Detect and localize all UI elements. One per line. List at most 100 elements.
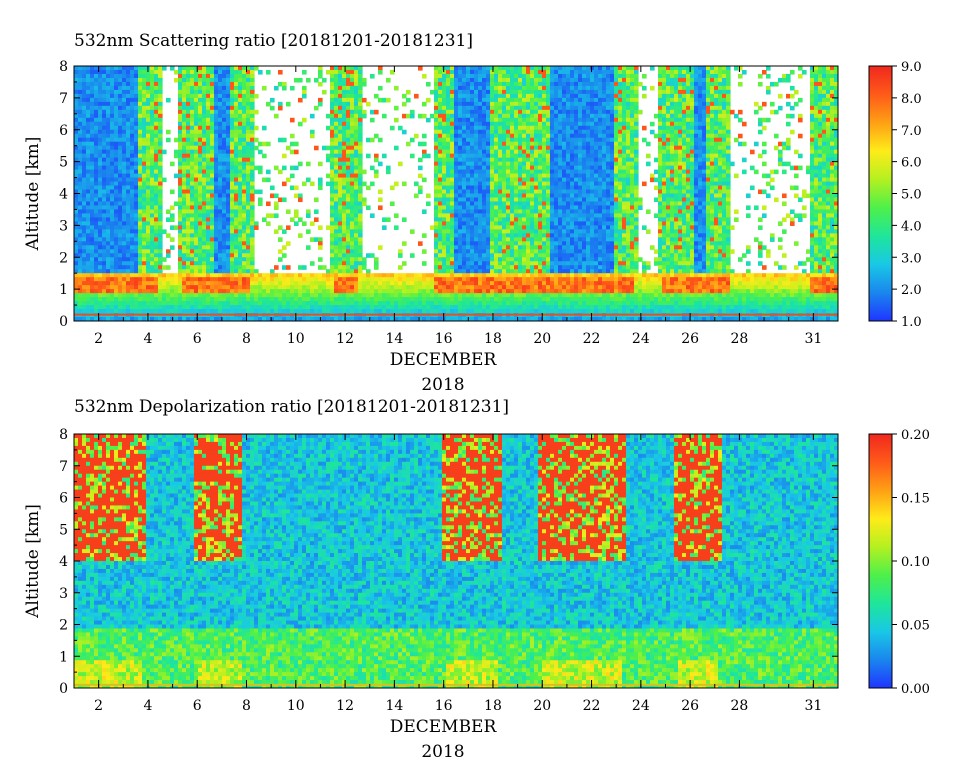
heatmap-cell (478, 237, 483, 242)
heatmap-cell (474, 89, 479, 95)
heatmap-cell (78, 105, 83, 111)
heatmap-cell (310, 273, 315, 278)
heatmap-cell (250, 66, 255, 71)
heatmap-cell (226, 161, 231, 167)
heatmap-cell (470, 197, 475, 203)
heatmap-cell (142, 141, 147, 147)
heatmap-cell (142, 209, 147, 215)
heatmap-cell (154, 209, 159, 215)
heatmap-cell (90, 209, 95, 215)
heatmap-cell (354, 201, 359, 207)
heatmap-cell (254, 277, 259, 282)
heatmap-cell (78, 137, 83, 143)
heatmap-cell (150, 237, 155, 242)
heatmap-cell (186, 297, 191, 302)
heatmap-cell (238, 93, 243, 99)
heatmap-cell (202, 257, 207, 262)
heatmap-cell (86, 261, 91, 266)
heatmap-cell (226, 97, 231, 103)
heatmap-cell (206, 85, 211, 91)
heatmap-cell (386, 289, 391, 294)
heatmap-cell (450, 121, 455, 127)
heatmap-cell (310, 281, 315, 286)
heatmap-cell (74, 173, 79, 179)
heatmap-cell (478, 66, 483, 71)
heatmap-cell (118, 125, 123, 131)
heatmap-cell (114, 233, 119, 238)
heatmap-cell (378, 293, 383, 298)
heatmap-cell (242, 221, 247, 226)
heatmap-cell (94, 277, 99, 282)
heatmap-cell (470, 77, 475, 83)
heatmap-cell (146, 241, 151, 246)
heatmap-cell (242, 181, 247, 187)
heatmap-cell (426, 301, 431, 306)
heatmap-cell (166, 281, 171, 286)
heatmap-cell (110, 269, 115, 274)
heatmap-cell (150, 77, 155, 83)
heatmap-cell (246, 153, 251, 159)
heatmap-cell (170, 66, 175, 71)
heatmap-cell (446, 113, 451, 119)
heatmap-cell (222, 153, 227, 159)
heatmap-cell (274, 285, 279, 290)
heatmap-cell (226, 249, 231, 254)
heatmap-cell (186, 129, 191, 135)
heatmap-cell (158, 153, 163, 159)
heatmap-cell (110, 245, 115, 250)
heatmap-cell (306, 277, 311, 282)
heatmap-cell (354, 301, 359, 306)
heatmap-cell (498, 141, 503, 147)
heatmap-cell (190, 177, 195, 183)
heatmap-cell (202, 193, 207, 199)
heatmap-cell (250, 177, 255, 183)
heatmap-cell (190, 185, 195, 191)
heatmap-cell (106, 285, 111, 290)
heatmap-cell (174, 77, 179, 83)
heatmap-cell (90, 269, 95, 274)
heatmap-cell (434, 121, 439, 127)
heatmap-cell (282, 245, 287, 250)
heatmap-cell (198, 293, 203, 298)
heatmap-cell (362, 285, 367, 290)
heatmap-cell (78, 109, 83, 115)
heatmap-cell (214, 149, 219, 155)
heatmap-cell (230, 301, 235, 306)
heatmap-cell (470, 109, 475, 115)
heatmap-cell (142, 249, 147, 254)
heatmap-cell (142, 241, 147, 246)
heatmap-cell (442, 145, 447, 151)
heatmap-cell (446, 197, 451, 203)
heatmap-cell (394, 225, 399, 230)
heatmap-cell (150, 101, 155, 107)
heatmap-cell (86, 201, 91, 207)
heatmap-cell (434, 249, 439, 254)
heatmap-cell (250, 97, 255, 103)
heatmap-cell (434, 197, 439, 203)
heatmap-cell (494, 209, 499, 215)
heatmap-cell (174, 149, 179, 155)
heatmap-cell (250, 141, 255, 147)
heatmap-cell (138, 129, 143, 135)
heatmap-cell (214, 141, 219, 147)
heatmap-cell (482, 285, 487, 290)
heatmap-cell (194, 233, 199, 238)
heatmap-cell (402, 241, 407, 246)
heatmap-cell (186, 97, 191, 103)
heatmap-cell (234, 113, 239, 119)
heatmap-cell (494, 241, 499, 246)
heatmap-cell (458, 293, 463, 298)
heatmap-cell (282, 317, 287, 321)
heatmap-cell (478, 185, 483, 191)
heatmap-cell (130, 297, 135, 302)
heatmap-cell (466, 309, 471, 314)
heatmap-cell (342, 105, 347, 111)
heatmap-cell (230, 97, 235, 103)
heatmap-cell (106, 185, 111, 191)
heatmap-cell (110, 261, 115, 266)
heatmap-cell (78, 201, 83, 207)
heatmap-cell (282, 293, 287, 298)
heatmap-cell (294, 309, 299, 314)
heatmap-cell (78, 153, 83, 159)
heatmap-cell (74, 189, 79, 195)
